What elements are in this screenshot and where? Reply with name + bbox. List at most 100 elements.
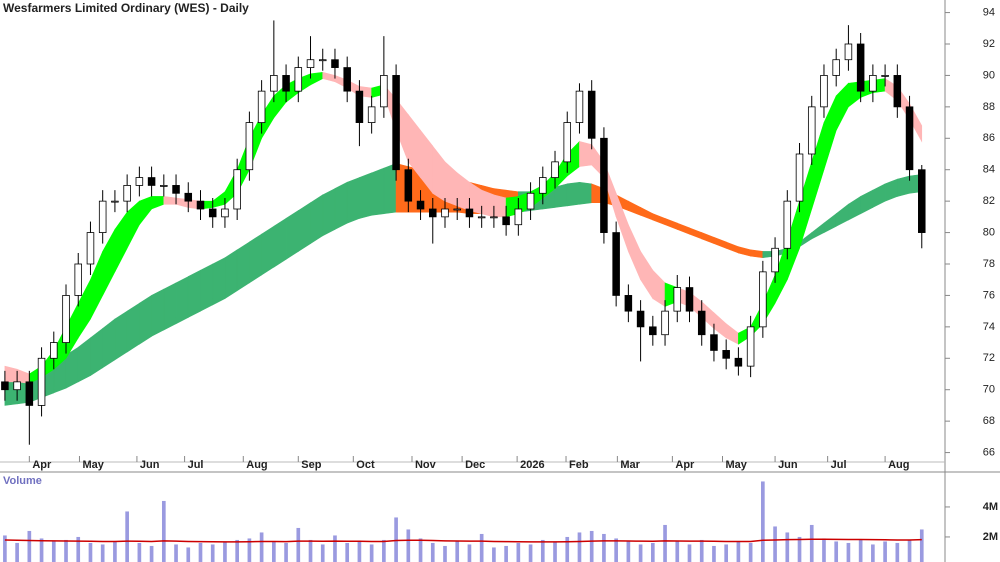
ribbon-segment [359, 172, 372, 219]
volume-bar [100, 544, 105, 562]
y-tick-label: 72 [983, 352, 995, 364]
y-tick-label: 80 [983, 226, 995, 238]
volume-bar [357, 541, 362, 562]
volume-bar [272, 541, 276, 562]
candle-body [636, 310, 645, 328]
candle-body [50, 342, 58, 359]
volume-bar [51, 541, 56, 562]
ribbon-segment [187, 269, 201, 318]
ribbon-segment [371, 167, 385, 216]
ribbon-segment [554, 183, 568, 208]
candle-body [844, 43, 853, 61]
volume-bar [822, 538, 826, 562]
volume-bar [577, 532, 582, 562]
ribbon-segment [493, 194, 507, 218]
candle-body [551, 161, 559, 178]
candle-body [807, 106, 816, 155]
volume-bar [443, 545, 447, 562]
volume-bar [27, 530, 32, 562]
volume-bar [565, 536, 570, 562]
volume-bar [602, 533, 606, 562]
candle-body [245, 122, 254, 171]
y-tick-label: 66 [983, 446, 995, 458]
volume-bar [492, 547, 496, 562]
ribbon-segment [579, 141, 592, 167]
volume-bar [895, 542, 900, 562]
volume-bar [748, 542, 753, 562]
candle-body [416, 200, 425, 210]
volume-bar [883, 541, 887, 562]
candle-body [502, 216, 510, 226]
candle-body [820, 75, 828, 108]
volume-bar [724, 544, 729, 562]
candle-body [404, 169, 413, 202]
volume-bar [809, 524, 814, 562]
y-tick-label: 88 [983, 101, 995, 113]
x-tick-label: Feb [569, 459, 589, 471]
volume-bar [345, 542, 350, 562]
candle-body [172, 185, 180, 194]
candle-body [160, 185, 168, 187]
candle-body [795, 153, 804, 202]
candle-body [208, 208, 217, 218]
candle-body [25, 381, 34, 406]
candle-body [147, 177, 156, 186]
y-tick-label: 84 [983, 164, 995, 176]
candle-body [783, 200, 792, 249]
ribbon-segment [126, 302, 140, 353]
volume-bar [76, 536, 81, 562]
candle-body [318, 59, 327, 62]
y-tick-label: 4M [983, 501, 998, 513]
x-tick-label: Nov [415, 459, 437, 471]
volume-bar [712, 545, 716, 562]
candle-body [661, 310, 669, 336]
candle-body [881, 75, 889, 77]
volume-bar [430, 542, 435, 562]
candle-body [98, 200, 107, 233]
x-tick-label: Jun [140, 459, 160, 471]
volume-bar [614, 538, 618, 562]
volume-bar [907, 539, 912, 562]
volume-bar [259, 532, 264, 562]
volume-bar [320, 544, 325, 562]
ribbon-segment [163, 196, 177, 205]
volume-bar [39, 538, 44, 562]
y-tick-label: 94 [983, 6, 995, 18]
candle-body [893, 75, 902, 108]
candle-body [587, 90, 596, 139]
x-tick-label: Apr [32, 459, 52, 471]
x-tick-label: 2026 [520, 459, 544, 471]
candle-body [490, 216, 498, 219]
candle-body [184, 192, 193, 202]
x-tick-label: May [726, 459, 748, 471]
volume-bar [504, 545, 508, 562]
candle-body [196, 200, 205, 210]
candle-body [905, 106, 914, 171]
candle-body [1, 381, 9, 391]
candle-body [600, 137, 608, 233]
ribbon-segment [114, 310, 128, 361]
ribbon-segment [383, 162, 397, 215]
volume-bar [137, 542, 142, 562]
x-tick-label: Apr [675, 459, 695, 471]
candle-body [477, 216, 486, 219]
volume-bar [394, 517, 398, 562]
ribbon-segment [322, 188, 336, 237]
volume-bar [149, 545, 154, 562]
ribbon-segment [224, 249, 238, 300]
volume-bar [3, 535, 7, 562]
volume-bar [467, 544, 472, 562]
volume-bar [675, 541, 680, 562]
volume-average [4, 538, 922, 543]
candle-body [123, 185, 131, 202]
x-tick-label: Aug [246, 459, 267, 471]
candle-body [734, 357, 743, 367]
candle-body [13, 381, 21, 391]
ribbon-segment [163, 282, 177, 331]
ribbon-segment [273, 217, 287, 268]
candle-body [392, 75, 400, 171]
chart-title: Wesfarmers Limited Ordinary (WES) - Dail… [3, 1, 249, 15]
volume-bar [528, 544, 533, 562]
volume-bar [858, 539, 863, 562]
